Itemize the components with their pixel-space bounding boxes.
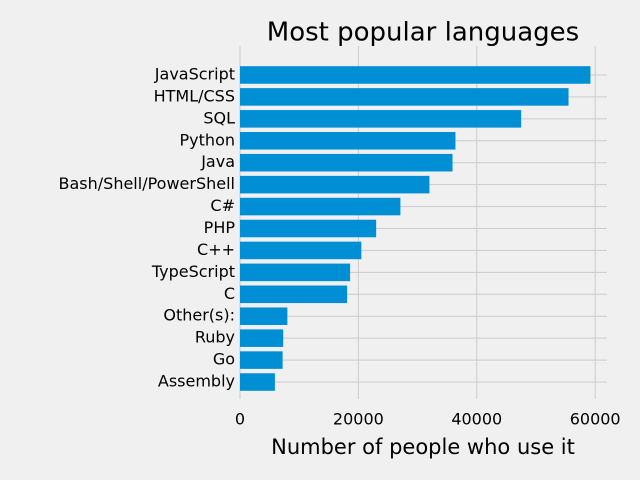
- y-tick-label: C++: [197, 240, 235, 259]
- bar: [240, 219, 377, 238]
- y-tick-label: Go: [213, 350, 235, 369]
- bar: [240, 175, 430, 194]
- bar: [240, 153, 453, 172]
- bar: [240, 66, 591, 84]
- y-tick-label: PHP: [204, 218, 236, 237]
- y-tick-label: JavaScript: [154, 64, 235, 83]
- chart-title: Most popular languages: [267, 18, 579, 48]
- x-tick-label: 0: [235, 410, 245, 429]
- bar: [240, 88, 569, 106]
- bar: [240, 329, 284, 347]
- y-tick-label: C#: [210, 196, 235, 215]
- bar: [240, 307, 288, 326]
- y-tick-label: Python: [180, 130, 235, 149]
- bar: [240, 373, 275, 391]
- y-tick-label: Java: [200, 152, 235, 171]
- bar: [240, 197, 401, 216]
- bar: [240, 285, 348, 304]
- y-tick-label: HTML/CSS: [154, 86, 235, 105]
- bar: [240, 131, 456, 150]
- x-axis-label: Number of people who use it: [271, 435, 575, 459]
- y-tick-label: SQL: [203, 108, 235, 127]
- y-tick-label: Bash/Shell/PowerShell: [59, 174, 235, 193]
- y-tick-label: C: [224, 284, 235, 303]
- x-tick-label: 40000: [451, 410, 502, 429]
- bar: [240, 110, 522, 128]
- bar: [240, 263, 351, 282]
- bar: [240, 351, 283, 369]
- x-tick-label: 20000: [333, 410, 384, 429]
- y-tick-label: Other(s):: [163, 306, 235, 325]
- y-tick-label: TypeScript: [151, 262, 235, 281]
- bar: [240, 241, 362, 260]
- x-tick-label: 60000: [570, 410, 621, 429]
- y-tick-label: Assembly: [158, 372, 235, 391]
- y-tick-label: Ruby: [195, 328, 235, 347]
